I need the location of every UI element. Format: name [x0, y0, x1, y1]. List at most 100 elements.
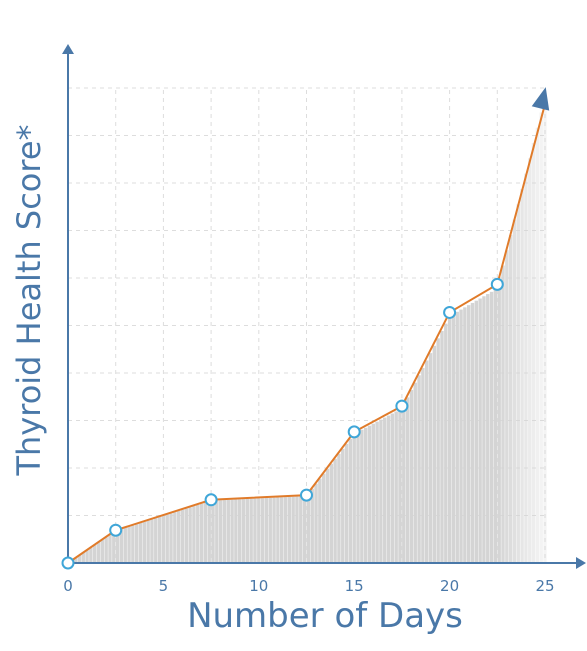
data-point	[395, 399, 409, 413]
x-tick-label: 15	[345, 577, 364, 595]
area-bar	[150, 519, 154, 563]
area-bar	[329, 463, 334, 563]
area-bar	[413, 382, 417, 563]
area-bar	[451, 313, 456, 563]
area-bar	[379, 419, 383, 563]
x-tick-label: 20	[440, 577, 459, 595]
area-bar	[409, 390, 414, 563]
area-bar	[398, 409, 402, 563]
area-bar	[405, 397, 410, 563]
area-bar	[146, 520, 150, 563]
area-bar	[123, 527, 127, 563]
area-bar	[344, 443, 349, 563]
area-bar	[291, 496, 295, 563]
data-point	[347, 425, 361, 439]
area-bar	[455, 311, 459, 563]
x-tick-label: 5	[159, 577, 169, 595]
area-bar	[215, 500, 219, 563]
area-bar	[505, 250, 509, 564]
area-bar	[535, 127, 540, 563]
area-bar	[478, 298, 482, 563]
area-bar	[356, 431, 360, 563]
area-bar	[199, 503, 204, 563]
area-bar	[436, 338, 440, 563]
x-tick-label: 10	[249, 577, 268, 595]
area-bar	[257, 498, 261, 563]
area-bar	[108, 534, 112, 563]
area-bar	[188, 507, 192, 563]
area-bar	[489, 291, 494, 563]
area-bar	[463, 307, 467, 563]
series-end-arrow-icon	[531, 87, 550, 111]
area-bar	[260, 498, 265, 563]
area-bar	[425, 360, 429, 563]
area-bar	[89, 547, 93, 563]
area-bar	[127, 526, 131, 563]
area-bar	[394, 411, 398, 563]
area-bar	[474, 300, 479, 563]
area-bar	[314, 483, 318, 563]
area-bar	[234, 499, 238, 563]
y-axis-title: Thyroid Health Score*	[10, 124, 48, 476]
area-bar	[131, 525, 135, 563]
x-tick-labels: 0 5 10 15 20 25	[63, 577, 554, 595]
area-bar	[318, 478, 322, 563]
data-point	[109, 523, 123, 537]
area-bar	[486, 294, 490, 563]
area-bar	[138, 522, 143, 563]
area-bar	[245, 498, 250, 563]
x-tick-label: 0	[63, 577, 73, 595]
area-bar	[192, 506, 196, 563]
area-bar	[264, 498, 269, 563]
area-bar	[531, 143, 536, 564]
area-bar	[512, 219, 517, 563]
area-bar	[363, 427, 368, 563]
area-bar	[157, 516, 162, 563]
area-bar	[325, 468, 330, 563]
area-bar	[501, 265, 505, 563]
area-bar	[96, 542, 101, 563]
area-bar	[154, 518, 158, 563]
area-bar	[218, 500, 223, 563]
area-bar	[348, 438, 353, 563]
y-axis-arrow-icon	[62, 44, 74, 54]
area-bar	[371, 423, 375, 563]
area-bar	[310, 488, 314, 563]
data-point	[300, 488, 313, 502]
area-bar	[169, 513, 173, 563]
area-bar	[444, 323, 448, 563]
area-bar	[352, 433, 356, 563]
area-bar	[287, 496, 292, 563]
area-bar	[112, 532, 116, 563]
area-bar	[115, 530, 120, 563]
area-bar	[539, 112, 543, 563]
area-bar	[279, 497, 284, 563]
area-bar	[302, 496, 307, 563]
data-point	[490, 277, 504, 291]
area-bar	[134, 524, 139, 563]
area-bar	[100, 539, 105, 563]
area-bar	[241, 499, 246, 563]
x-tick-label: 25	[535, 577, 554, 595]
area-bar	[466, 305, 471, 563]
area-bar	[459, 309, 463, 563]
area-bar	[375, 421, 379, 563]
area-bar	[360, 429, 364, 563]
area-bar	[272, 497, 276, 563]
area-bar	[447, 316, 452, 563]
area-bar	[207, 501, 211, 563]
area-bar	[203, 502, 208, 563]
area-bar	[222, 500, 227, 563]
area-bar	[508, 234, 513, 563]
area-bar	[497, 280, 501, 563]
area-bar	[230, 499, 234, 563]
area-bar	[165, 514, 169, 563]
area-bar	[276, 497, 280, 563]
data-point	[443, 305, 457, 319]
area-bar	[432, 345, 437, 563]
area-bar	[520, 188, 524, 563]
area-bar	[176, 510, 181, 563]
area-bar	[85, 550, 89, 563]
area-bar	[104, 537, 108, 563]
